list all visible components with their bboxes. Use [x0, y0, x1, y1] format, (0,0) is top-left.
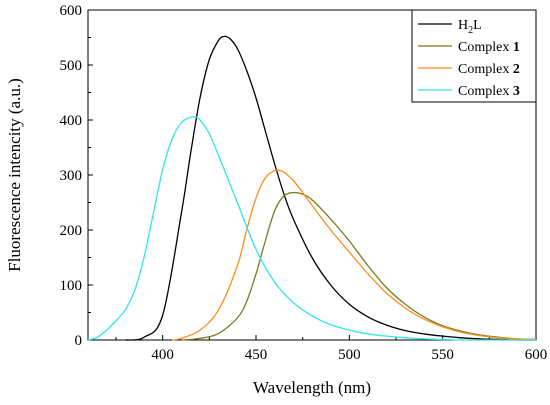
x-axis: 400 450 500 550 600 — [115, 335, 548, 363]
y-axis: 0 100 200 300 400 500 600 — [60, 3, 93, 349]
legend-box — [411, 9, 537, 103]
x-tick-label: 550 — [431, 347, 454, 363]
series-line-1 — [125, 35, 537, 341]
x-axis-title: Wavelength (nm) — [253, 378, 371, 397]
legend-label-text: Complex — [458, 84, 513, 99]
legend-label-number: 2 — [513, 62, 520, 77]
series-line-2 — [181, 191, 537, 341]
x-tick-label: 450 — [245, 347, 268, 363]
legend-label-number: 1 — [513, 40, 520, 55]
y-tick-label: 300 — [60, 168, 83, 184]
legend-label-suffix: L — [473, 18, 482, 33]
legend-label-2: Complex 1 — [458, 40, 520, 55]
y-tick-label: 600 — [60, 3, 83, 19]
y-axis-title: Fluorescence intencity (a.u.) — [5, 78, 24, 272]
series-line-4 — [87, 116, 536, 341]
legend-label-text: Complex — [458, 40, 513, 55]
legend-label-number: 3 — [513, 84, 520, 99]
series-line-3 — [171, 169, 537, 341]
x-tick-label: 600 — [525, 347, 548, 363]
legend-label-subscript: 2 — [468, 25, 473, 36]
y-tick-label: 500 — [60, 58, 83, 74]
x-tick-label: 400 — [151, 347, 174, 363]
y-tick-label: 100 — [60, 278, 83, 294]
legend-label-3: Complex 2 — [458, 62, 520, 77]
legend-label-text: H — [458, 18, 468, 33]
legend-label-4: Complex 3 — [458, 84, 520, 99]
legend-label-text: Complex — [458, 62, 513, 77]
y-tick-label: 0 — [75, 333, 83, 349]
x-tick-label: 500 — [338, 347, 361, 363]
legend-label-1: H2L — [458, 18, 482, 36]
y-tick-label: 200 — [60, 223, 83, 239]
series-lines — [87, 35, 537, 341]
y-tick-label: 400 — [60, 113, 83, 129]
